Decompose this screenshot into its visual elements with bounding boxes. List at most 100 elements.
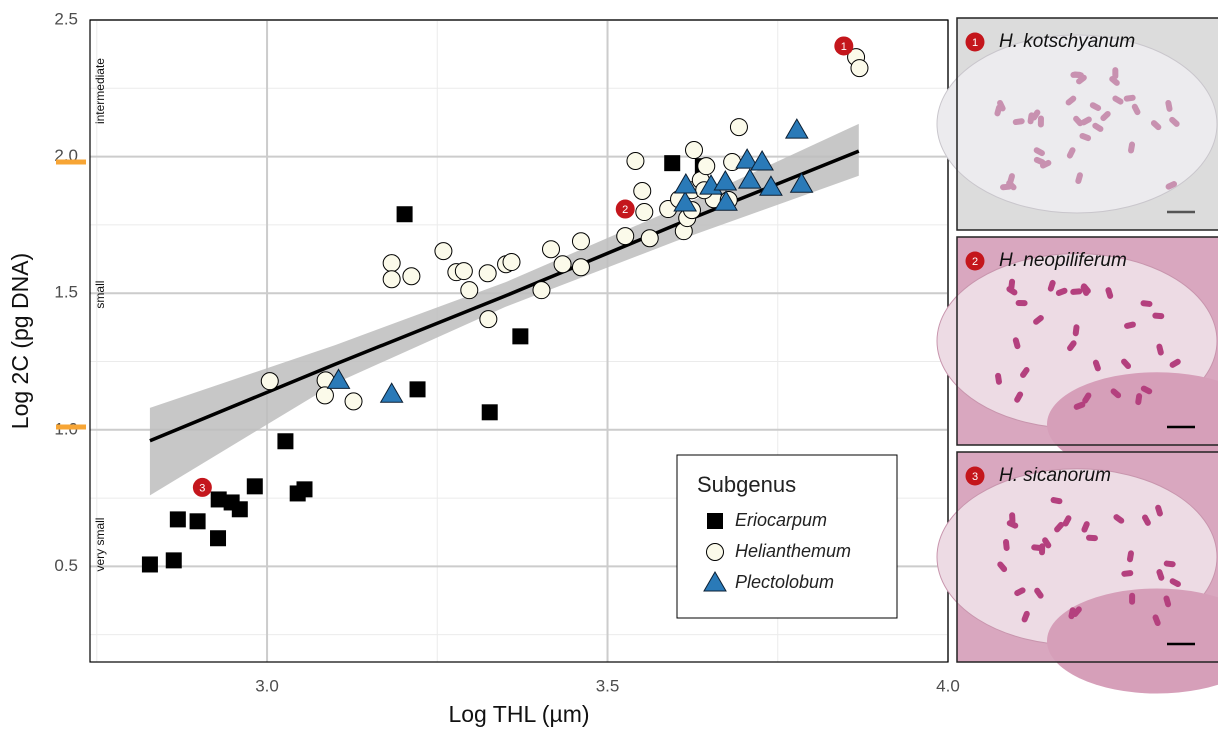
circle-point [729,118,748,137]
micrograph-panel: 2 H. neopiliferum [936,236,1218,477]
chromosome [1165,181,1178,190]
chromosome [1047,279,1056,292]
chromosome [1081,521,1090,533]
chromosome [1073,115,1084,127]
circle-point [640,229,659,248]
square-point [210,491,227,508]
panel-frame [956,17,1218,231]
chromosome [1082,392,1092,404]
chromosome [1034,587,1044,599]
square-point [210,530,227,547]
circle-point [260,372,279,391]
square-point [481,404,498,421]
chromosome [1080,284,1090,296]
circle-point [502,253,521,272]
panel-badge-label: 2 [972,256,978,268]
chromosome [1054,521,1065,533]
triangle-point [714,190,738,211]
chromosome [994,104,1003,117]
chromosome [1012,118,1025,126]
x-tick-label: 3.5 [596,676,620,695]
circle-point [626,151,645,170]
square-point [231,501,248,518]
circle-point [454,262,473,281]
chromosome [1037,115,1044,128]
circle-point [478,264,497,283]
circle-point [402,267,421,286]
panel-badge [965,32,985,52]
triangle-point [784,118,809,139]
chromosome [1062,515,1072,527]
chromosome [1070,71,1083,78]
triangle-point [759,175,783,196]
x-tick-label: 3.0 [255,676,279,695]
chromosome [1128,141,1136,154]
micrograph-panel: 1 H. kotschyanum [936,17,1218,231]
annotation-badge [192,477,212,497]
panel-badge-label: 3 [972,471,978,483]
chromosome [1100,110,1111,122]
y-tick-label: 2.5 [54,9,78,28]
chromosome [1169,358,1181,368]
y-tick-label: 0.5 [54,556,78,575]
chromosome [1076,74,1087,85]
chromosome [1073,401,1086,410]
circle-point [382,270,401,289]
chromosome [1152,312,1165,320]
chromosome [1113,514,1125,524]
chromosome [1110,388,1122,399]
chromosome [995,372,1002,385]
chromosome [1126,550,1134,563]
square-point [296,481,313,498]
circle-point [460,281,479,300]
circle-point [633,182,652,201]
square-point [169,511,186,528]
circle-point [344,392,363,411]
chromosome [1055,287,1068,296]
chromosome [1131,103,1141,116]
triangle-point [673,173,698,194]
circle-point [635,203,654,222]
y-axis-title: Log 2C (pg DNA) [7,253,33,429]
chromosome [1109,76,1120,86]
chromosome [1080,116,1092,126]
chromosome [1033,315,1044,325]
size-class-label: intermediate [93,58,107,124]
size-class-label: very small [93,518,107,572]
chromosome [1156,569,1165,581]
chromosome [1169,116,1180,127]
chromosome [1020,367,1030,378]
triangle-point [713,170,738,191]
chromosome [1150,120,1162,131]
square-point [165,552,182,569]
panel-label: H. sicanorum [999,465,1111,486]
panel-badge [965,251,985,271]
cell [1047,588,1218,694]
chromosome [1015,300,1028,307]
chromosome [1033,147,1045,157]
square-point [664,155,681,172]
chromosome [1021,610,1030,623]
chromosome [1075,172,1083,185]
triangle-point [750,150,774,171]
annotation-badge [615,199,635,219]
chromosome [1155,504,1163,517]
chromosome [1014,587,1026,597]
size-class-label: small [93,281,107,309]
chromosome [1129,592,1136,605]
chromosome [1092,122,1104,132]
micrograph-panel: 3 H. sicanorum [936,451,1218,694]
x-tick-label: 4.0 [936,676,960,695]
square-point [141,556,158,573]
triangle-point [737,168,762,189]
panel-label: H. neopiliferum [999,250,1127,271]
chromosome [1031,109,1041,121]
circle-point [697,157,716,176]
chromosome [1165,99,1173,112]
circle-point [315,386,334,405]
square-point [396,206,413,223]
chromosome [1140,300,1153,307]
circle-point [479,310,498,329]
triangle-point [789,172,814,193]
